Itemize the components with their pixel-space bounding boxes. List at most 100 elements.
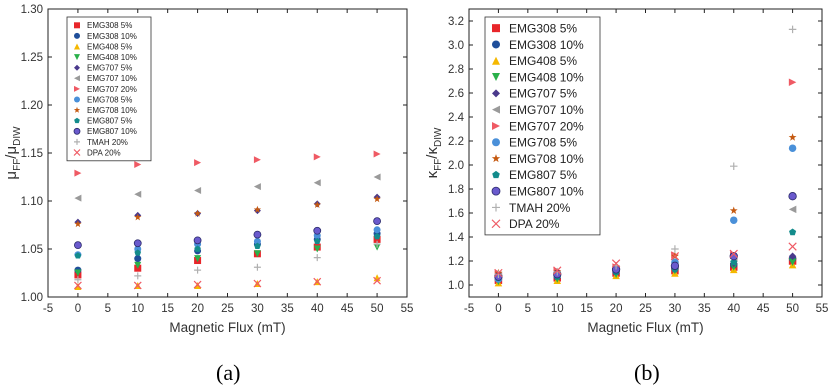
- x-tick-label: 20: [191, 303, 204, 315]
- data-point: [373, 235, 381, 243]
- data-point: [134, 213, 142, 221]
- legend-label: EMG708 5%: [509, 136, 577, 150]
- legend-label: EMG308 5%: [509, 21, 577, 35]
- series-emg408-5-: [494, 260, 797, 287]
- series-dpa-20-: [494, 242, 797, 278]
- x-tick-label: -5: [464, 303, 474, 315]
- y-tick-label: 2.8: [448, 64, 464, 76]
- legend-label: EMG707 10%: [87, 74, 137, 83]
- data-point: [313, 200, 321, 208]
- legend-label: EMG708 10%: [87, 106, 137, 115]
- x-axis-title: Magnetic Flux (mT): [587, 320, 703, 335]
- data-point: [788, 133, 797, 141]
- legend-label: EMG707 5%: [87, 64, 132, 73]
- chart-panel-b: -5 0 5 10 15 20 25 30 35 40 45 50 55 1.0 1.2 1.4 1.6 1.8 2…: [424, 8, 829, 335]
- data-point: [194, 266, 202, 274]
- x-tick-label: 5: [105, 303, 111, 315]
- series-emg308-5-: [494, 257, 797, 284]
- data-point: [253, 183, 261, 191]
- data-point: [134, 161, 142, 169]
- data-point: [373, 233, 381, 240]
- data-point: [74, 252, 82, 259]
- data-point: [313, 237, 321, 245]
- y-tick-label: 1.05: [21, 244, 43, 256]
- data-point: [134, 255, 142, 263]
- x-tick-label: 45: [757, 303, 770, 315]
- x-tick-label: 55: [816, 303, 829, 315]
- series-emg308-5-: [74, 235, 381, 279]
- data-point: [74, 269, 82, 277]
- series-emg707-20-: [74, 150, 381, 177]
- legend-label: DPA 20%: [509, 217, 560, 231]
- data-point: [313, 153, 321, 161]
- x-tick-label: 35: [698, 303, 711, 315]
- y-tick-label: 1.20: [21, 100, 43, 112]
- x-tick-label: 20: [610, 303, 623, 315]
- x-tick-label: 0: [495, 303, 501, 315]
- legend-label: EMG707 20%: [509, 119, 584, 133]
- legend-marker: [74, 85, 80, 92]
- legend-marker: [491, 186, 501, 196]
- y-tick-label: 2.2: [448, 136, 464, 148]
- legend-marker: [492, 170, 500, 179]
- legend-marker: [492, 24, 500, 33]
- legend-label: EMG308 5%: [87, 21, 132, 30]
- legend-marker: [491, 219, 501, 229]
- x-tick-label: 15: [161, 303, 174, 315]
- x-tick-label: 35: [281, 303, 294, 315]
- x-tick-label: 0: [75, 303, 81, 315]
- data-point: [253, 263, 261, 271]
- data-point: [194, 159, 202, 167]
- data-point: [313, 245, 321, 253]
- y-tick-label: 3.2: [448, 16, 464, 28]
- y-tick-label: 1.30: [21, 4, 43, 16]
- data-point: [253, 156, 261, 164]
- legend-label: EMG708 5%: [87, 95, 132, 104]
- legend-marker: [73, 149, 81, 156]
- legend-label: EMG807 10%: [87, 127, 137, 136]
- data-point: [134, 261, 142, 269]
- legend-marker: [492, 138, 500, 147]
- series-tmah-20-: [74, 240, 381, 284]
- legend-label: EMG707 10%: [509, 103, 584, 117]
- data-point: [788, 192, 797, 201]
- x-tick-label: 10: [551, 303, 564, 315]
- legend-label: EMG707 20%: [87, 85, 137, 94]
- series-emg807-5-: [494, 228, 797, 281]
- legend-marker: [492, 89, 500, 98]
- legend-marker: [492, 40, 500, 49]
- data-point: [74, 169, 82, 177]
- y-tick-label: 2.6: [448, 88, 464, 100]
- legend-box: [484, 16, 601, 236]
- caption-b: (b): [634, 360, 660, 385]
- data-point: [494, 270, 503, 278]
- y-tick-label: 1.0: [448, 280, 464, 292]
- series-emg708-5-: [74, 226, 381, 259]
- x-tick-label: 50: [371, 303, 384, 315]
- x-tick-label: 50: [786, 303, 799, 315]
- x-tick-label: -5: [43, 303, 53, 315]
- x-tick-label: 45: [341, 303, 354, 315]
- x-axis-title: Magnetic Flux (mT): [169, 320, 285, 335]
- legend-marker: [492, 56, 500, 65]
- legend: EMG308 5% EMG308 10%EMG408 5% EMG408 10% EM…: [66, 16, 152, 162]
- y-tick-label: 1.4: [448, 232, 465, 244]
- data-point: [788, 78, 797, 86]
- series-emg708-10-: [74, 195, 381, 228]
- data-point: [788, 25, 797, 34]
- data-point: [373, 195, 381, 203]
- data-point: [74, 220, 82, 228]
- data-point: [73, 281, 82, 290]
- y-tick-label: 1.2: [448, 256, 464, 268]
- y-tick-label: 1.6: [448, 208, 464, 220]
- data-point: [194, 186, 202, 194]
- legend-marker: [492, 121, 500, 130]
- data-point: [788, 205, 797, 214]
- legend-marker: [492, 203, 500, 212]
- y-tick-label: 1.10: [21, 196, 43, 208]
- data-point: [553, 266, 562, 275]
- series-emg707-5-: [74, 193, 381, 226]
- data-point: [133, 281, 142, 290]
- data-point: [194, 281, 202, 289]
